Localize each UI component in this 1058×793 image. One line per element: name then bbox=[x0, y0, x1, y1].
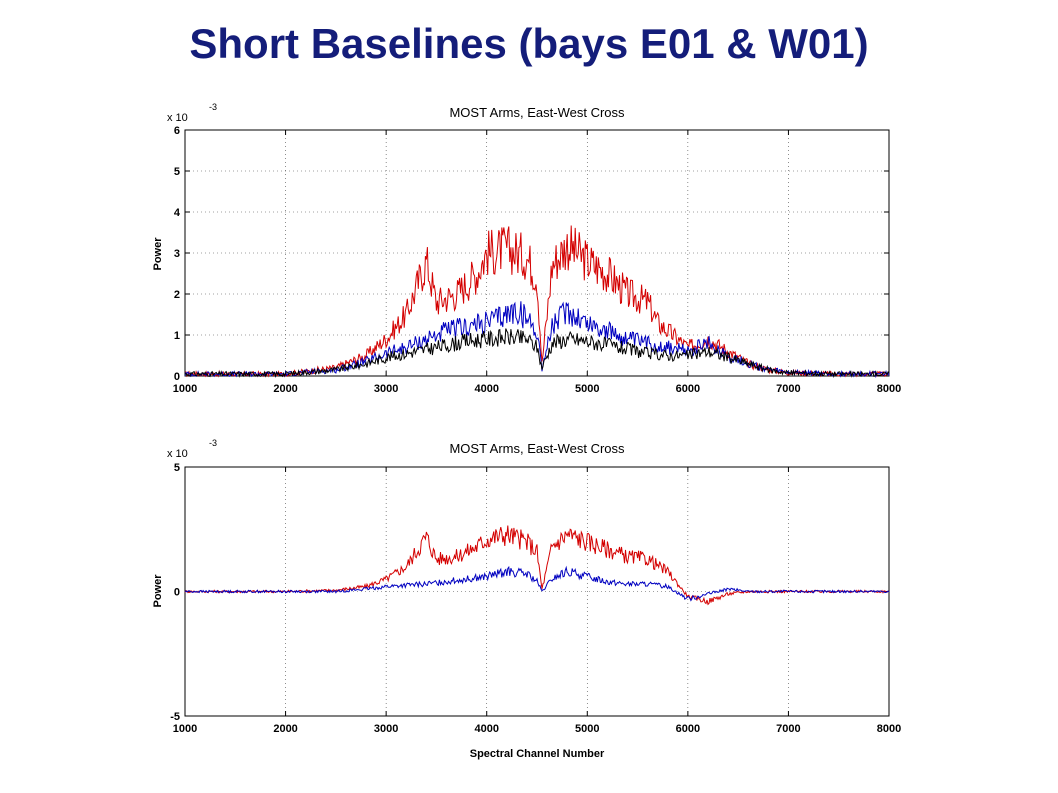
top-plot: MOST Arms, East-West Cross x 10 -3 Power… bbox=[152, 102, 901, 395]
top-x-tick-label: 5000 bbox=[575, 383, 599, 395]
bottom-x-tick-label: 1000 bbox=[173, 723, 197, 735]
top-plot-multiplier-exp: -3 bbox=[209, 102, 217, 112]
bottom-y-tick-label: 0 bbox=[174, 587, 180, 599]
bottom-x-tick-label: 7000 bbox=[776, 723, 800, 735]
top-y-tick-label: 3 bbox=[174, 248, 180, 260]
top-x-tick-label: 1000 bbox=[173, 383, 197, 395]
top-y-tick-label: 5 bbox=[174, 166, 180, 178]
top-x-tick-label: 7000 bbox=[776, 383, 800, 395]
top-plot-ylabel: Power bbox=[152, 237, 164, 271]
top-x-tick-label: 8000 bbox=[877, 383, 901, 395]
bottom-plot-multiplier: x 10 bbox=[167, 448, 188, 460]
bottom-plot: MOST Arms, East-West Cross x 10 -3 Power… bbox=[152, 438, 901, 760]
bottom-y-tick-label: 5 bbox=[174, 462, 180, 474]
bottom-series-blue bbox=[184, 565, 890, 602]
bottom-plot-ylabel: Power bbox=[152, 574, 164, 608]
bottom-x-tick-label: 5000 bbox=[575, 723, 599, 735]
bottom-x-tick-label: 3000 bbox=[374, 723, 398, 735]
bottom-y-tick-label: -5 bbox=[170, 711, 180, 723]
bottom-plot-multiplier-exp: -3 bbox=[209, 438, 217, 448]
top-x-tick-label: 6000 bbox=[676, 383, 700, 395]
bottom-x-tick-label: 4000 bbox=[474, 723, 498, 735]
top-x-tick-label: 4000 bbox=[474, 383, 498, 395]
bottom-plot-xlabel: Spectral Channel Number bbox=[470, 748, 605, 760]
top-plot-multiplier: x 10 bbox=[167, 112, 188, 124]
top-x-tick-label: 2000 bbox=[273, 383, 297, 395]
slide-title: Short Baselines (bays E01 & W01) bbox=[189, 20, 869, 67]
top-y-tick-label: 6 bbox=[174, 125, 180, 137]
top-x-tick-label: 3000 bbox=[374, 383, 398, 395]
top-y-tick-label: 4 bbox=[174, 207, 181, 219]
bottom-x-tick-label: 8000 bbox=[877, 723, 901, 735]
top-y-tick-label: 2 bbox=[174, 289, 180, 301]
top-y-tick-label: 1 bbox=[174, 330, 180, 342]
top-plot-title: MOST Arms, East-West Cross bbox=[449, 105, 625, 120]
top-series-blue bbox=[184, 301, 890, 379]
top-y-tick-label: 0 bbox=[174, 371, 180, 383]
bottom-series-red bbox=[184, 525, 890, 606]
bottom-x-tick-label: 6000 bbox=[676, 723, 700, 735]
bottom-plot-title: MOST Arms, East-West Cross bbox=[449, 441, 625, 456]
top-series-black bbox=[184, 328, 890, 379]
bottom-x-tick-label: 2000 bbox=[273, 723, 297, 735]
top-series-red bbox=[184, 225, 890, 378]
